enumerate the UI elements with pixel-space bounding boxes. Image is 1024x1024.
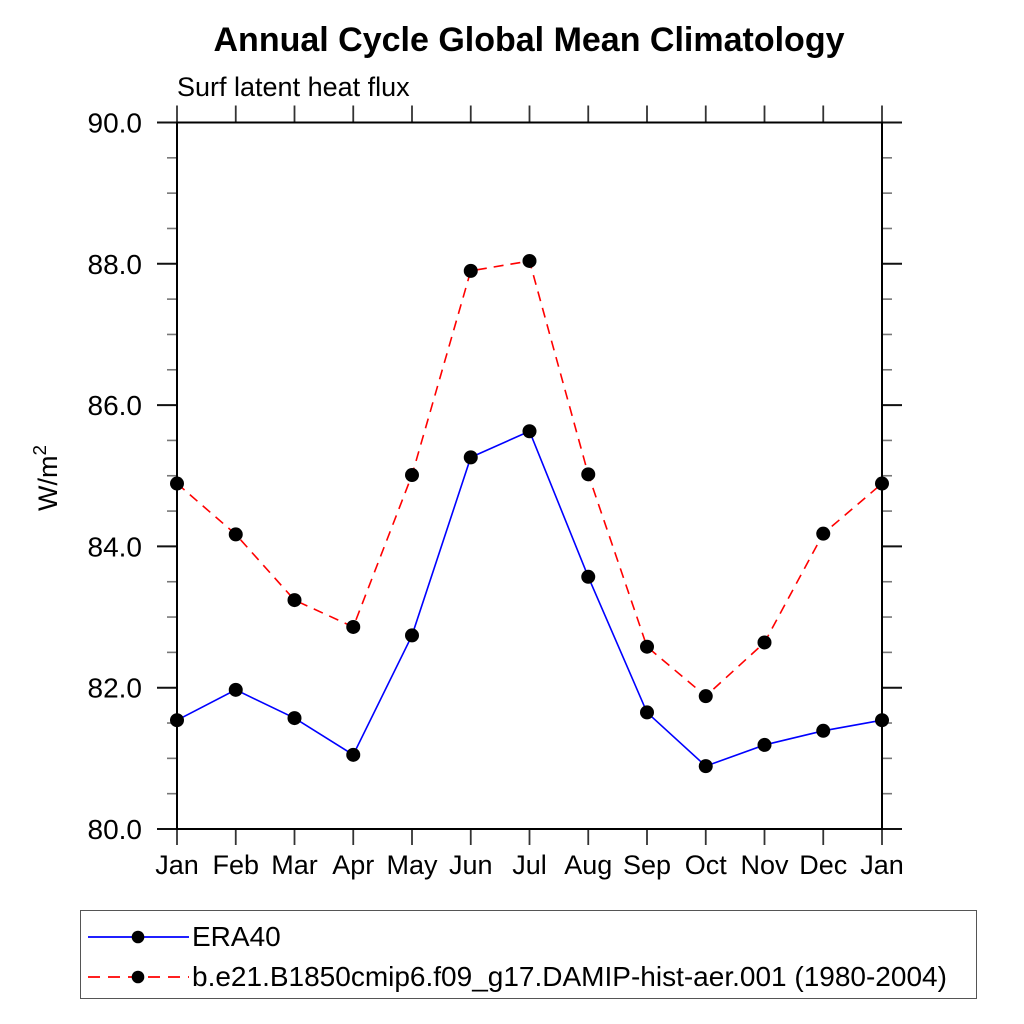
series-line-0 [176, 430, 883, 768]
y-tick-label: 82.0 [88, 673, 143, 704]
chart-subtitle: Surf latent heat flux [177, 72, 410, 102]
data-point-marker [522, 424, 537, 439]
legend-label: b.e21.B1850cmip6.f09_g17.DAMIP-hist-aer.… [192, 961, 947, 992]
plot-border [176, 121, 883, 830]
legend-entry-model: b.e21.B1850cmip6.f09_g17.DAMIP-hist-aer.… [88, 961, 947, 992]
data-point-marker [405, 628, 419, 643]
data-point-marker [875, 713, 889, 728]
data-point-marker [170, 476, 184, 491]
data-point-marker [287, 711, 302, 726]
legend-entry-era40: ERA40 [88, 921, 281, 952]
x-tick-label: Sep [623, 850, 671, 880]
x-tick-label: Nov [740, 850, 789, 880]
x-tick-label: Aug [564, 850, 612, 880]
y-tick-label: 90.0 [88, 108, 143, 139]
data-point-marker [581, 569, 596, 584]
legend: ERA40 b.e21.B1850cmip6.f09_g17.DAMIP-his… [80, 910, 977, 999]
legend-line-sample-solid [88, 930, 189, 944]
data-point-marker [346, 747, 361, 762]
y-tick-label: 88.0 [88, 249, 143, 280]
x-tick-label: Mar [271, 850, 318, 880]
legend-marker [131, 930, 145, 944]
x-tick-label: Oct [685, 850, 728, 880]
data-point-marker [405, 468, 419, 483]
y-axis-label: W/m2 [30, 445, 63, 511]
legend-line-sample-dashed [88, 970, 189, 984]
x-tick-label: Apr [332, 850, 374, 880]
axes-layer: 80.0 82.0 84.0 86.0 88.0 90.0 Jan Feb Mar Apr May J… [88, 105, 904, 880]
x-tick-label: Jan [155, 850, 199, 880]
data-point-marker [816, 723, 831, 738]
x-tick-label: Jun [449, 850, 493, 880]
data-point-marker [640, 705, 654, 720]
legend-label: ERA40 [192, 921, 281, 952]
data-point-marker [640, 639, 654, 654]
series-line-1 [176, 260, 883, 698]
legend-marker [131, 970, 145, 984]
y-tick-label: 80.0 [88, 814, 143, 845]
data-series-layer [170, 253, 889, 774]
data-point-marker [228, 682, 243, 697]
y-tick-label: 86.0 [88, 390, 143, 421]
chart-title: Annual Cycle Global Mean Climatology [214, 21, 845, 59]
data-point-marker [698, 759, 713, 774]
data-point-marker [875, 476, 889, 491]
data-point-marker [757, 737, 772, 752]
data-point-marker [463, 450, 478, 465]
data-point-marker [816, 526, 831, 541]
data-point-marker [581, 467, 596, 482]
data-point-marker [287, 593, 302, 608]
x-tick-label: Jul [512, 850, 547, 880]
data-point-marker [170, 713, 184, 728]
x-tick-label: May [386, 850, 438, 880]
x-tick-label: Jan [860, 850, 904, 880]
data-point-marker [698, 689, 713, 704]
data-point-marker [463, 263, 478, 278]
x-tick-label: Dec [799, 850, 847, 880]
data-point-marker [228, 527, 243, 542]
y-tick-label: 84.0 [88, 531, 143, 562]
data-point-marker [757, 635, 772, 650]
x-tick-label: Feb [212, 850, 259, 880]
data-point-marker [346, 619, 361, 634]
data-point-marker [522, 253, 537, 268]
